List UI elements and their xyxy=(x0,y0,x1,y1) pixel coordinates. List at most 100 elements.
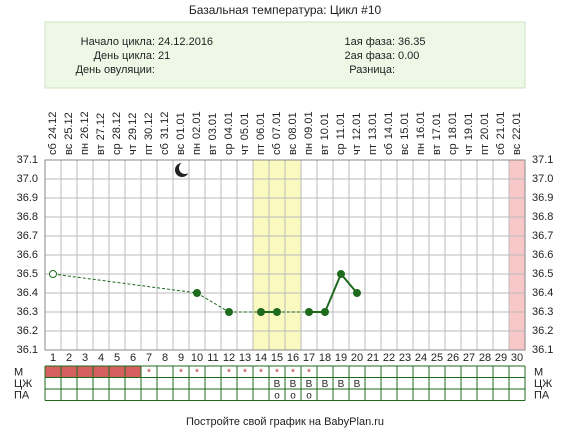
x-tick-label: 18 xyxy=(319,352,331,364)
weekday: пн xyxy=(303,143,315,155)
x-tick-label: 12 xyxy=(223,352,235,364)
x-tick-label: 16 xyxy=(287,352,299,364)
date: 13.01 xyxy=(367,112,379,140)
chart-title: Базальная температура: Цикл #10 xyxy=(189,3,382,17)
y-tick-label: 36.6 xyxy=(17,249,38,261)
period-cell xyxy=(93,366,109,378)
x-tick-label: 26 xyxy=(447,352,459,364)
connector xyxy=(340,273,358,294)
row-label-right: ПА xyxy=(534,390,550,402)
date: 04.01 xyxy=(223,112,235,140)
day-label: ср 04.01 xyxy=(223,112,235,155)
y-tick-label-right: 36.6 xyxy=(532,249,553,261)
weekday: вс xyxy=(399,143,411,155)
y-tick-label: 36.3 xyxy=(17,306,38,318)
weekday: пт xyxy=(143,144,155,155)
weekday: вс xyxy=(63,143,75,155)
day-label: чт 29.12 xyxy=(127,113,139,155)
date: 15.01 xyxy=(399,112,411,140)
weekday: пт xyxy=(479,144,491,155)
day-label: пн 26.12 xyxy=(79,111,91,155)
x-tick-label: 19 xyxy=(335,352,347,364)
info-label: Начало цикла: xyxy=(81,36,155,48)
connector xyxy=(196,292,230,313)
weekday: вт xyxy=(319,144,331,155)
y-tick-label-right: 36.2 xyxy=(532,325,553,337)
date: 28.12 xyxy=(111,112,123,140)
day-label: вс 08.01 xyxy=(287,112,299,155)
point xyxy=(337,270,345,278)
row-label-right: ЦЖ xyxy=(534,378,552,390)
y-tick-label-right: 36.9 xyxy=(532,192,553,204)
y-tick-label-right: 36.5 xyxy=(532,268,553,280)
moon-icon xyxy=(175,162,191,177)
row-label-right: М xyxy=(534,367,543,379)
date: 05.01 xyxy=(239,113,251,141)
date: 22.01 xyxy=(511,112,523,140)
day-label: ср 11.01 xyxy=(335,113,347,155)
info-value: 21 xyxy=(158,50,170,62)
row-cell: B xyxy=(290,379,297,390)
weekday: ср xyxy=(335,143,347,155)
day-label: пн 09.01 xyxy=(303,111,315,155)
y-tick-label-right: 36.4 xyxy=(532,287,553,299)
row-cell: * xyxy=(195,367,199,378)
point xyxy=(193,289,201,297)
x-tick-label: 14 xyxy=(255,352,267,364)
footer: Постройте свой график на BabyPlan.ru xyxy=(186,416,384,428)
day-label: сб 07.01 xyxy=(271,112,283,155)
weekday: вс xyxy=(287,143,299,155)
y-tick-label: 37.1 xyxy=(17,154,38,166)
day-label: чт 05.01 xyxy=(239,113,251,155)
date: 18.01 xyxy=(447,112,459,140)
x-tick-label: 7 xyxy=(146,352,152,364)
x-tick-label: 17 xyxy=(303,352,315,364)
info-label: Разница: xyxy=(349,64,395,76)
date: 10.01 xyxy=(319,113,331,141)
day-label: пт 20.01 xyxy=(479,112,491,155)
x-tick-label: 20 xyxy=(351,352,363,364)
x-tick-label: 1 xyxy=(50,352,56,364)
point xyxy=(273,308,281,316)
day-label: пн 02.01 xyxy=(191,111,203,155)
day-label: вт 10.01 xyxy=(319,113,331,155)
row-cell: * xyxy=(275,367,279,378)
y-tick-label-right: 37.1 xyxy=(532,154,553,166)
point xyxy=(321,308,329,316)
row-cell: * xyxy=(291,367,295,378)
x-tick-label: 10 xyxy=(191,352,203,364)
row-cell: o xyxy=(306,390,312,401)
connector xyxy=(52,273,198,294)
row-cell: B xyxy=(322,379,329,390)
y-tick-label: 36.7 xyxy=(17,230,38,242)
row-cell: B xyxy=(306,379,313,390)
period-cell xyxy=(109,366,125,378)
weekday: чт xyxy=(127,144,139,155)
weekday: чт xyxy=(351,144,363,155)
date: 19.01 xyxy=(463,113,475,141)
y-tick-label: 36.4 xyxy=(17,287,38,299)
plot-border xyxy=(44,159,526,351)
row-cell: o xyxy=(274,390,280,401)
x-tick-label: 3 xyxy=(82,352,88,364)
weekday: сб xyxy=(271,143,283,155)
day-label: вс 15.01 xyxy=(399,112,411,155)
day-label: ср 28.12 xyxy=(111,112,123,155)
date: 12.01 xyxy=(351,113,363,141)
weekday: пт xyxy=(367,144,379,155)
info-value: 0.00 xyxy=(398,50,419,62)
date: 24.12 xyxy=(47,112,59,140)
connector xyxy=(324,273,342,313)
day-label: вс 01.01 xyxy=(175,112,187,155)
day-label: чт 19.01 xyxy=(463,113,475,155)
x-tick-label: 23 xyxy=(399,352,411,364)
x-tick-label: 25 xyxy=(431,352,443,364)
x-tick-label: 15 xyxy=(271,352,283,364)
info-label: День овуляции: xyxy=(76,64,155,76)
weekday: пн xyxy=(79,143,91,155)
day-label: сб 31.12 xyxy=(159,112,171,155)
day-label: пт 30.12 xyxy=(143,112,155,155)
date: 07.01 xyxy=(271,112,283,140)
date: 25.12 xyxy=(63,112,75,140)
